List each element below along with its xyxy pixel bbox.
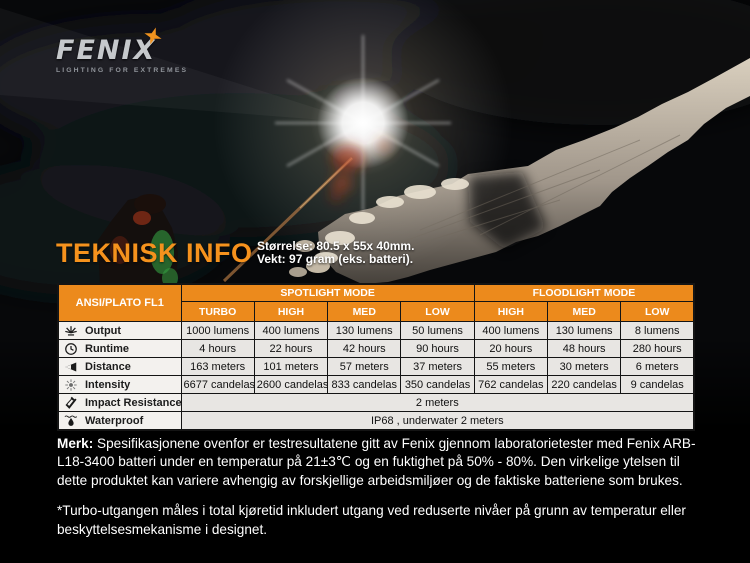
floodlight-mode-header: FLOODLIGHT MODE [473,283,695,302]
impact-icon [65,396,77,409]
spec-cell: 400 lumens [253,321,329,340]
note-merk: Merk: Spesifikasjonene ovenfor er testre… [57,435,703,490]
row-label: Runtime [85,342,129,355]
spec-cell: 130 lumens [327,321,402,340]
spec-cell: 57 meters [327,357,402,376]
row-label: Impact Resistance [85,396,181,409]
spec-cell: 762 candelas [473,375,548,394]
col-header-flood-low: LOW [620,301,695,322]
spec-cell: 4 hours [180,339,255,358]
spec-cell-span: IP68 , underwater 2 meters [180,411,695,431]
spotlight-mode-header: SPOTLIGHT MODE [180,283,475,302]
fenix-wordmark: FENIX [56,35,157,66]
spec-cell: 220 candelas [546,375,622,394]
col-header-spot-high: HIGH [253,301,329,322]
ansi-spec-table: ANSI/PLATO FL1 SPOTLIGHT MODE FLOODLIGHT… [57,283,696,431]
spec-cell: 833 candelas [327,375,402,394]
note-merk-label: Merk: [57,436,94,451]
spec-cell: 9 candelas [620,375,695,394]
note-merk-body: Spesifikasjonene ovenfor er testresultat… [57,436,696,488]
size-line: Størrelse: 80.5 x 55x 40mm. [257,239,415,253]
row-label: Distance [85,360,131,373]
table-row-impact-resistance: Impact Resistance 2 meters [57,393,695,412]
col-header-flood-high: HIGH [473,301,548,322]
spec-cell: 280 hours [620,339,695,358]
spec-cell: 20 hours [473,339,548,358]
fenix-logo: FENIX LIGHTING FOR EXTREMES [56,27,196,74]
row-label: Output [85,324,122,337]
starburst-icon [65,378,77,391]
col-header-spot-low: LOW [400,301,475,322]
spec-cell: 8 lumens [620,321,695,340]
spec-cell: 30 meters [546,357,622,376]
note-turbo: *Turbo-utgangen måles i total kjøretid i… [57,503,686,537]
col-header-flood-med: MED [546,301,622,322]
spec-cell: 55 meters [473,357,548,376]
spec-cell: 101 meters [253,357,329,376]
table-row-intensity: Intensity 6677 candelas 2600 candelas 83… [57,375,695,394]
spec-cell: 22 hours [253,339,329,358]
sun-rays-icon [65,325,77,336]
fenix-tagline: LIGHTING FOR EXTREMES [56,67,189,74]
spec-cell: 50 lumens [400,321,475,340]
waterproof-icon [64,414,78,426]
spec-cell: 6677 candelas [180,375,255,394]
table-row-runtime: Runtime 4 hours 22 hours 42 hours 90 hou… [57,339,695,358]
weight-line: Vekt: 97 gram (eks. batteri). [257,252,414,266]
row-label: Intensity [85,378,131,391]
spec-cell: 400 lumens [473,321,548,340]
section-title: TEKNISK INFO [56,238,253,268]
spec-cell: 2600 candelas [253,375,329,394]
corner-header-cell: ANSI/PLATO FL1 [57,283,182,322]
spec-cell: 90 hours [400,339,475,358]
spec-cell: 48 hours [546,339,622,358]
spec-cell: 1000 lumens [180,321,255,340]
table-row-output: Output 1000 lumens 400 lumens 130 lumens… [57,321,695,340]
footnotes: Merk: Spesifikasjonene ovenfor er testre… [57,435,703,539]
col-header-spot-med: MED [327,301,402,322]
spec-cell: 163 meters [180,357,255,376]
spec-cell-span: 2 meters [180,393,695,412]
fenix-star-icon [144,27,162,45]
table-row-waterproof: Waterproof IP68 , underwater 2 meters [57,411,695,431]
product-dimensions: Størrelse: 80.5 x 55x 40mm. Vekt: 97 gra… [257,240,414,266]
col-header-turbo: TURBO [180,301,255,322]
spec-cell: 37 meters [400,357,475,376]
spec-cell: 350 candelas [400,375,475,394]
row-label: Waterproof [85,414,144,427]
beam-icon [65,361,77,372]
table-row-distance: Distance 163 meters 101 meters 57 meters… [57,357,695,376]
spec-cell: 6 meters [620,357,695,376]
spec-cell: 130 lumens [546,321,622,340]
spec-cell: 42 hours [327,339,402,358]
clock-icon [65,342,77,355]
